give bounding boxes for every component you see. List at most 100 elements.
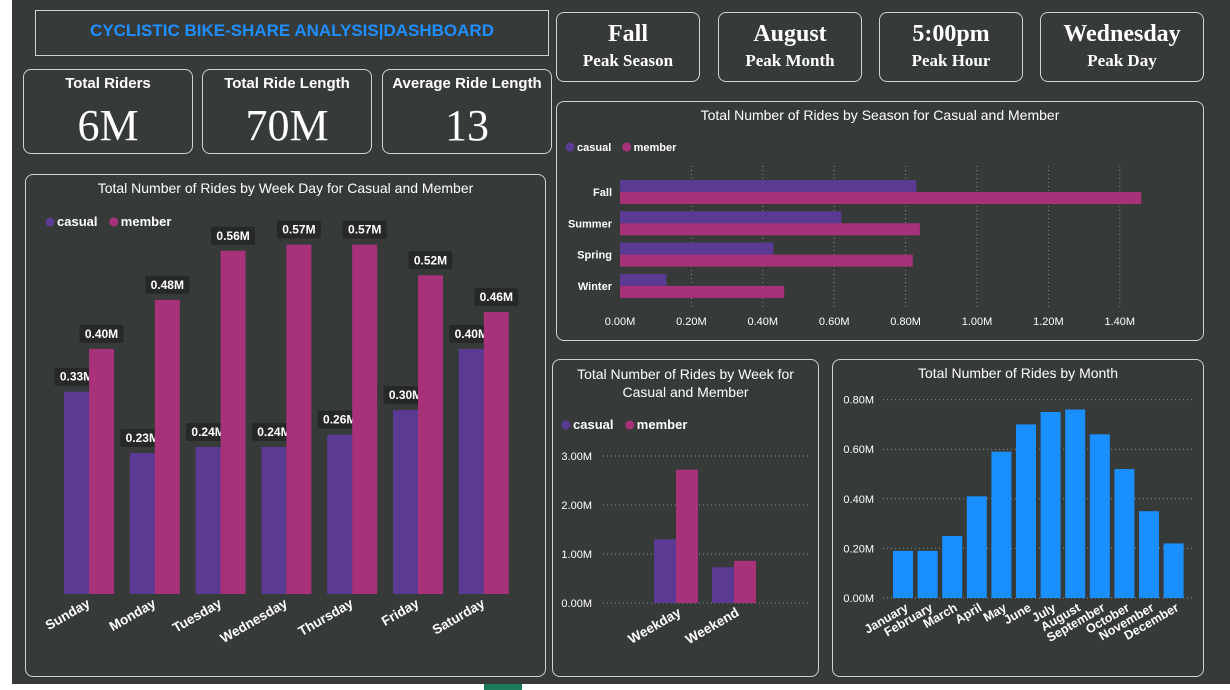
data-label: 0.40M [85, 327, 118, 341]
data-label-bg [474, 288, 519, 307]
legend-label-casual: casual [577, 142, 611, 154]
bar-month-november [1139, 511, 1159, 598]
x-tick-label: 0.20M [676, 316, 707, 328]
chart-title: Total Number of Rides by Week for Casual… [577, 366, 794, 400]
kpi-value: 6M [77, 101, 139, 150]
peak-card-hour[interactable]: 5:00pm Peak Hour [879, 12, 1023, 82]
y-tick-label: 0.20M [843, 543, 874, 555]
data-label-bg [408, 251, 453, 270]
chart-title: Total Number of Rides by Month [918, 365, 1118, 381]
peak-card-season[interactable]: Fall Peak Season [556, 12, 700, 82]
x-tick-label: Weekend [683, 605, 742, 648]
data-label-bg [54, 367, 99, 386]
bar-casual-thursday [327, 434, 353, 594]
legend-label-casual: casual [57, 214, 97, 229]
kpi-card-total-riders[interactable]: Total Riders 6M [23, 69, 193, 154]
kpi-card-average-ride-length[interactable]: Average Ride Length 13 [382, 69, 552, 154]
legend-label-member: member [634, 142, 678, 154]
peak-card-month[interactable]: August Peak Month [718, 12, 862, 82]
legend-label-member: member [121, 214, 172, 229]
bar-member-thursday [352, 244, 378, 594]
kpi-label: Total Ride Length [224, 75, 350, 92]
dashboard-title-card: CYCLISTIC BIKE-SHARE ANALYSIS|DASHBOARD [35, 10, 549, 56]
peak-card-day[interactable]: Wednesday Peak Day [1040, 12, 1204, 82]
bar-month-february [917, 550, 938, 598]
bar-casual-wednesday [261, 446, 287, 594]
month-chart-panel[interactable]: Total Number of Rides by Month 0.00M 0.20… [832, 359, 1204, 677]
data-label: 0.40M [455, 327, 488, 341]
y-tick-label: 1.00M [561, 549, 592, 561]
bar-casual-saturday [458, 348, 484, 594]
bar-month-april [966, 496, 987, 598]
peak-value: Wednesday [1063, 21, 1181, 47]
bar-member-weekend [734, 560, 756, 603]
x-tick-label: April [953, 600, 985, 626]
data-label-bg [145, 275, 190, 294]
bar-casual-weekend [712, 567, 734, 603]
x-tick-label: June [1001, 600, 1033, 627]
bar-casual-fall [620, 180, 917, 192]
season-chart-panel[interactable]: Total Number of Rides by Season for Casu… [556, 101, 1204, 341]
data-label-bg [317, 410, 362, 429]
data-label-bg [211, 226, 256, 245]
bar-month-may [991, 451, 1012, 598]
bar-month-december [1163, 543, 1184, 598]
bottom-green-tab[interactable] [484, 684, 522, 690]
x-tick-label: 1.20M [1033, 316, 1064, 328]
bar-member-weekday [676, 469, 698, 603]
legend-marker-member [622, 142, 632, 152]
kpi-value: 70M [245, 101, 329, 150]
legend-marker-member [625, 420, 635, 430]
x-tick-label: 0.60M [819, 316, 850, 328]
data-label-bg [186, 422, 231, 441]
data-label: 0.57M [348, 223, 381, 237]
weekday-chart-panel[interactable]: Total Number of Rides by Week Day for Ca… [25, 174, 546, 677]
bar-casual-weekday [654, 539, 676, 603]
week-chart: casual member 0.00M 1.00M 2.00M 3.00M Weekday W… [561, 417, 811, 648]
x-tick-label: 1.40M [1105, 316, 1136, 328]
data-label-bg [342, 220, 387, 239]
y-tick-label: Winter [578, 281, 613, 293]
data-label: 0.46M [480, 290, 513, 304]
bar-month-october [1114, 469, 1135, 598]
bar-member-fall [620, 192, 1142, 204]
x-tick-label: 0.40M [748, 316, 779, 328]
x-tick-label: Saturday [430, 595, 488, 637]
y-tick-label: 0.00M [561, 598, 592, 610]
dashboard-title: CYCLISTIC BIKE-SHARE ANALYSIS|DASHBOARD [90, 21, 494, 40]
bar-casual-tuesday [195, 446, 221, 594]
bar-month-september [1089, 434, 1110, 598]
bar-month-july [1040, 412, 1061, 598]
data-label-bg [79, 324, 124, 343]
kpi-value: 13 [445, 101, 489, 150]
y-tick-label: 0.80M [843, 395, 874, 407]
data-label: 0.52M [414, 253, 447, 267]
bar-casual-monday [129, 453, 155, 594]
legend-label-member: member [637, 417, 688, 432]
data-label: 0.48M [151, 278, 184, 292]
kpi-card-total-ride-length[interactable]: Total Ride Length 70M [202, 69, 372, 154]
data-label-bg [120, 429, 165, 448]
bar-casual-spring [620, 242, 774, 255]
data-label: 0.24M [191, 425, 224, 439]
legend-label-casual: casual [573, 417, 613, 432]
data-label-bg [251, 422, 296, 441]
peak-value: Fall [608, 21, 648, 47]
y-tick-label: 0.40M [843, 494, 874, 506]
y-tick-label: Summer [568, 218, 613, 230]
x-tick-label: Weekday [626, 604, 684, 646]
weekday-chart: casual member 0.33M 0.40M Sunday 0.23M 0.48M Mo… [43, 214, 519, 646]
kpi-label: Average Ride Length [392, 75, 542, 92]
x-tick-label: 1.00M [962, 316, 993, 328]
peak-value: 5:00pm [912, 21, 990, 47]
week-chart-panel[interactable]: Total Number of Rides by Week for Casual… [552, 359, 819, 677]
legend-marker-casual [45, 217, 55, 227]
kpi-label: Total Riders [65, 75, 151, 92]
chart-title: Total Number of Rides by Season for Casu… [700, 107, 1060, 123]
bar-member-summer [620, 223, 920, 236]
data-label: 0.24M [257, 425, 290, 439]
bar-member-winter [620, 285, 785, 298]
legend-marker-casual [561, 420, 571, 430]
x-tick-label: Tuesday [170, 595, 224, 635]
bar-member-wednesday [286, 244, 312, 594]
